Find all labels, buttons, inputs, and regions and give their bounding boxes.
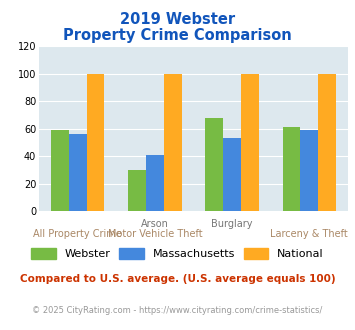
Text: © 2025 CityRating.com - https://www.cityrating.com/crime-statistics/: © 2025 CityRating.com - https://www.city… xyxy=(32,306,323,315)
Text: Burglary: Burglary xyxy=(211,219,253,229)
Text: Property Crime Comparison: Property Crime Comparison xyxy=(63,28,292,43)
Text: Motor Vehicle Theft: Motor Vehicle Theft xyxy=(108,229,202,239)
Bar xyxy=(283,127,300,211)
Bar xyxy=(318,74,336,211)
Text: Arson: Arson xyxy=(141,219,169,229)
Text: Larceny & Theft: Larceny & Theft xyxy=(271,229,348,239)
Bar xyxy=(69,134,87,211)
Bar xyxy=(206,118,223,211)
Legend: Webster, Massachusetts, National: Webster, Massachusetts, National xyxy=(27,243,328,263)
Bar xyxy=(300,130,318,211)
Bar xyxy=(146,155,164,211)
Text: All Property Crime: All Property Crime xyxy=(33,229,122,239)
Bar xyxy=(128,170,146,211)
Bar xyxy=(241,74,259,211)
Bar xyxy=(87,74,104,211)
Bar xyxy=(51,130,69,211)
Text: 2019 Webster: 2019 Webster xyxy=(120,12,235,26)
Bar xyxy=(223,138,241,211)
Bar xyxy=(164,74,181,211)
Text: Compared to U.S. average. (U.S. average equals 100): Compared to U.S. average. (U.S. average … xyxy=(20,274,335,284)
